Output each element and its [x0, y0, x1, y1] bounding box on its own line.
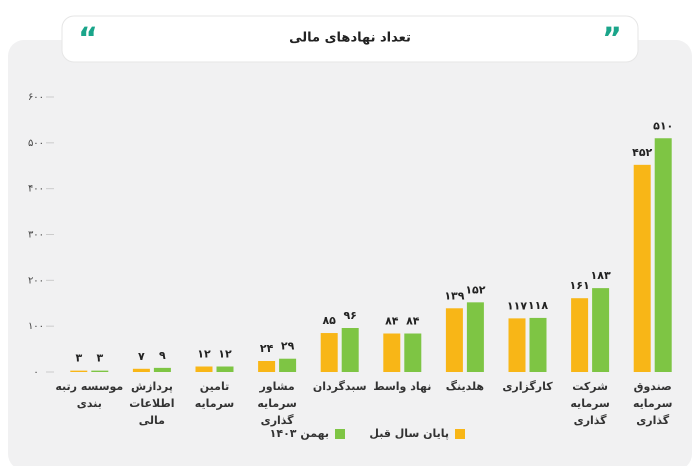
value-label: ۲۹: [281, 340, 295, 353]
bar: [341, 328, 359, 372]
bar: [633, 164, 651, 372]
y-tick-label: ۴۰۰: [28, 184, 44, 195]
value-label: ۳: [96, 352, 103, 365]
value-label: ۱۳۹: [444, 289, 464, 302]
y-tick-label: ۱۰۰: [28, 321, 44, 332]
value-label: ۱۱۸: [528, 299, 548, 312]
value-label: ۱۵۲: [465, 283, 485, 296]
bar: [529, 317, 547, 372]
value-label: ۱۲: [197, 348, 211, 361]
value-label: ۸۴: [385, 315, 399, 328]
value-label: ۴۵۲: [632, 146, 652, 159]
x-tick-label: کارگزاری: [502, 380, 553, 393]
legend-label: بهمن ۱۴۰۳: [270, 427, 329, 440]
bar: [445, 308, 463, 372]
y-tick-label: ۳۰۰: [28, 230, 44, 241]
value-label: ۱۱۷: [507, 299, 527, 312]
bar: [320, 333, 338, 372]
bar: [383, 333, 401, 372]
value-label: ۲۴: [260, 342, 274, 355]
value-label: ۵۱۰: [653, 119, 673, 132]
value-label: ۹۶: [343, 309, 356, 322]
bar: [508, 318, 526, 372]
y-tick-label: ۲۰۰: [28, 275, 44, 286]
value-label: ۸۵: [322, 314, 336, 327]
value-label: ۳: [75, 352, 82, 365]
x-tick-label: صندوق سرمایه گذاری: [632, 380, 673, 427]
y-tick-label: ۰: [33, 367, 38, 378]
x-tick-label: سبدگردان: [312, 380, 367, 393]
chart-title: تعداد نهادهای مالی: [289, 31, 411, 46]
x-tick-label: شرکت سرمایه گذاری: [570, 380, 610, 427]
quote-right: ”: [602, 22, 622, 57]
value-label: ۱۲: [218, 348, 232, 361]
quote-left: “: [78, 22, 98, 57]
x-tick-label: تامین سرمایه: [194, 380, 235, 410]
x-tick-label: مشاور سرمایه گذاری: [257, 380, 297, 427]
bar: [404, 333, 422, 372]
y-tick-label: ۶۰۰: [28, 92, 44, 103]
bar: [216, 366, 234, 372]
title-box: [61, 15, 639, 63]
bar: [132, 368, 150, 372]
value-label: ۸۴: [406, 315, 420, 328]
bar: [654, 138, 672, 372]
x-tick-label: پردازش اطلاعات مالی: [129, 380, 175, 427]
y-tick-label: ۵۰۰: [28, 138, 44, 149]
bar: [258, 361, 276, 372]
x-tick-label: هلدینگ: [445, 380, 485, 393]
bar: [153, 367, 171, 372]
bar: [195, 366, 213, 372]
x-tick-label: موسسه رتبه بندی: [55, 380, 124, 410]
value-label: ۱۸۳: [591, 269, 611, 282]
bar: [466, 302, 484, 372]
bar: [592, 288, 610, 372]
bar: [571, 298, 589, 372]
x-tick-label: نهاد واسط: [373, 380, 432, 393]
legend-swatch: [335, 429, 345, 439]
bar: [70, 370, 88, 372]
value-label: ۷: [138, 350, 145, 363]
bar: [91, 370, 109, 372]
legend-label: پایان سال قبل: [369, 427, 449, 440]
legend-swatch: [455, 429, 465, 439]
value-label: ۹: [159, 349, 166, 362]
bar: [279, 358, 297, 372]
value-label: ۱۶۱: [570, 279, 590, 292]
